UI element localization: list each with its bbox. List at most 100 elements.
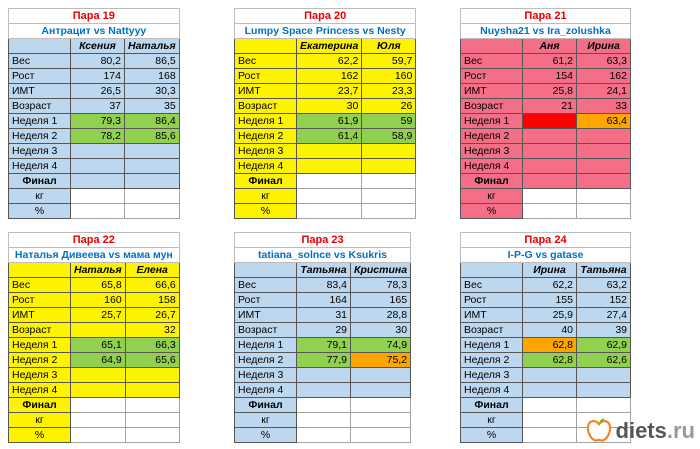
cell-value[interactable]: 26	[361, 98, 417, 114]
cell-value[interactable]	[295, 188, 363, 204]
row-label[interactable]: Рост	[460, 292, 523, 308]
cell-value[interactable]	[295, 173, 363, 189]
cell-value[interactable]: 62,6	[576, 352, 631, 368]
cell-value[interactable]	[576, 188, 631, 204]
cell-value[interactable]: 59	[361, 113, 417, 129]
cell-value[interactable]: 21	[522, 98, 577, 114]
cell-value[interactable]	[295, 203, 363, 219]
participant-name[interactable]: Ирина	[576, 38, 631, 54]
cell-value[interactable]	[522, 382, 577, 398]
pair-title[interactable]: Пара 20	[233, 8, 417, 24]
pair-matchup[interactable]: Lumpy Space Princess vs Nesty	[233, 23, 417, 39]
row-label[interactable]: кг	[234, 188, 297, 204]
row-label[interactable]: Вес	[460, 53, 523, 69]
cell-value[interactable]: 85,6	[124, 128, 180, 144]
diets-logo[interactable]: diets.ru	[584, 416, 695, 446]
row-label[interactable]: Финал	[460, 397, 523, 413]
pair-matchup[interactable]: I-P-G vs gatase	[460, 247, 631, 263]
cell-value[interactable]	[361, 203, 417, 219]
cell-value[interactable]: 86,5	[124, 53, 180, 69]
cell-value[interactable]: 86,4	[124, 113, 180, 129]
row-label[interactable]: Вес	[460, 277, 523, 293]
row-label[interactable]: Неделя 4	[460, 158, 523, 174]
row-label[interactable]: ИМТ	[8, 83, 71, 99]
cell-value[interactable]: 64,9	[70, 352, 126, 368]
row-label[interactable]: Возраст	[234, 322, 297, 338]
cell-value[interactable]: 79,3	[70, 113, 125, 129]
participant-name[interactable]: Ирина	[522, 262, 577, 278]
participant-name[interactable]: Татьяна	[576, 262, 631, 278]
cell-value[interactable]	[522, 427, 577, 443]
cell-value[interactable]	[522, 397, 577, 413]
row-label[interactable]: кг	[8, 188, 71, 204]
cell-value[interactable]: 33	[576, 98, 631, 114]
cell-value[interactable]	[70, 158, 125, 174]
cell-value[interactable]	[124, 173, 180, 189]
row-label[interactable]: кг	[8, 412, 71, 428]
cell-value[interactable]: 61,4	[295, 128, 363, 144]
pair-matchup[interactable]: Наталья Дивеева vs мама мун	[8, 247, 180, 263]
cell-value[interactable]	[296, 397, 351, 413]
participant-name[interactable]: Кристина	[349, 262, 412, 278]
cell-value[interactable]	[522, 188, 577, 204]
cell-value[interactable]: 24,1	[576, 83, 631, 99]
cell-value[interactable]: 83,4	[296, 277, 351, 293]
cell-value[interactable]: 65,1	[70, 337, 126, 353]
row-label[interactable]: Возраст	[460, 98, 523, 114]
cell-value[interactable]: 154	[522, 68, 577, 84]
cell-value[interactable]	[349, 397, 412, 413]
row-label[interactable]: %	[8, 427, 71, 443]
pair-matchup[interactable]: Антрацит vs Nattyyy	[8, 23, 180, 39]
cell-value[interactable]	[124, 188, 180, 204]
row-label[interactable]: Неделя 4	[8, 158, 71, 174]
row-label[interactable]: Рост	[8, 292, 71, 308]
cell-value[interactable]: 58,9	[361, 128, 417, 144]
cell-value[interactable]: 75,2	[349, 352, 412, 368]
cell-value[interactable]	[296, 367, 351, 383]
participant-name[interactable]: Елена	[124, 262, 180, 278]
cell-value[interactable]	[522, 173, 577, 189]
row-label[interactable]: Рост	[234, 68, 297, 84]
cell-value[interactable]	[124, 382, 180, 398]
cell-value[interactable]: 152	[576, 292, 631, 308]
cell-value[interactable]	[124, 203, 180, 219]
pair-title[interactable]: Пара 21	[460, 8, 631, 24]
participant-name[interactable]: Татьяна	[296, 262, 351, 278]
cell-value[interactable]: 65,8	[70, 277, 126, 293]
row-label[interactable]: Неделя 3	[460, 143, 523, 159]
row-label[interactable]: Неделя 2	[460, 128, 523, 144]
cell-value[interactable]: 79,1	[296, 337, 351, 353]
cell-value[interactable]: 155	[522, 292, 577, 308]
cell-value[interactable]	[361, 173, 417, 189]
cell-value[interactable]: 61,9	[295, 113, 363, 129]
row-label[interactable]: Финал	[8, 173, 71, 189]
row-label[interactable]: Неделя 4	[234, 158, 297, 174]
cell-value[interactable]: 30	[349, 322, 412, 338]
cell-value[interactable]: 62,8	[522, 337, 577, 353]
cell-value[interactable]: 63,4	[576, 113, 631, 129]
cell-value[interactable]	[522, 128, 577, 144]
row-label[interactable]: Неделя 3	[8, 367, 71, 383]
row-label[interactable]: Неделя 1	[234, 337, 297, 353]
corner-cell[interactable]	[460, 262, 523, 278]
cell-value[interactable]: 27,4	[576, 307, 631, 323]
corner-cell[interactable]	[8, 38, 71, 54]
pair-matchup[interactable]: Nuysha21 vs Ira_zolushka	[460, 23, 631, 39]
row-label[interactable]: Неделя 3	[8, 143, 71, 159]
cell-value[interactable]: 23,3	[361, 83, 417, 99]
cell-value[interactable]	[576, 173, 631, 189]
row-label[interactable]: Рост	[8, 68, 71, 84]
cell-value[interactable]	[576, 128, 631, 144]
cell-value[interactable]	[522, 113, 577, 129]
row-label[interactable]: Финал	[8, 397, 71, 413]
corner-cell[interactable]	[460, 38, 523, 54]
cell-value[interactable]: 32	[124, 322, 180, 338]
cell-value[interactable]	[576, 158, 631, 174]
row-label[interactable]: %	[234, 427, 297, 443]
row-label[interactable]: Рост	[234, 292, 297, 308]
cell-value[interactable]	[522, 203, 577, 219]
cell-value[interactable]	[70, 203, 125, 219]
cell-value[interactable]: 160	[361, 68, 417, 84]
cell-value[interactable]	[361, 188, 417, 204]
cell-value[interactable]	[576, 367, 631, 383]
